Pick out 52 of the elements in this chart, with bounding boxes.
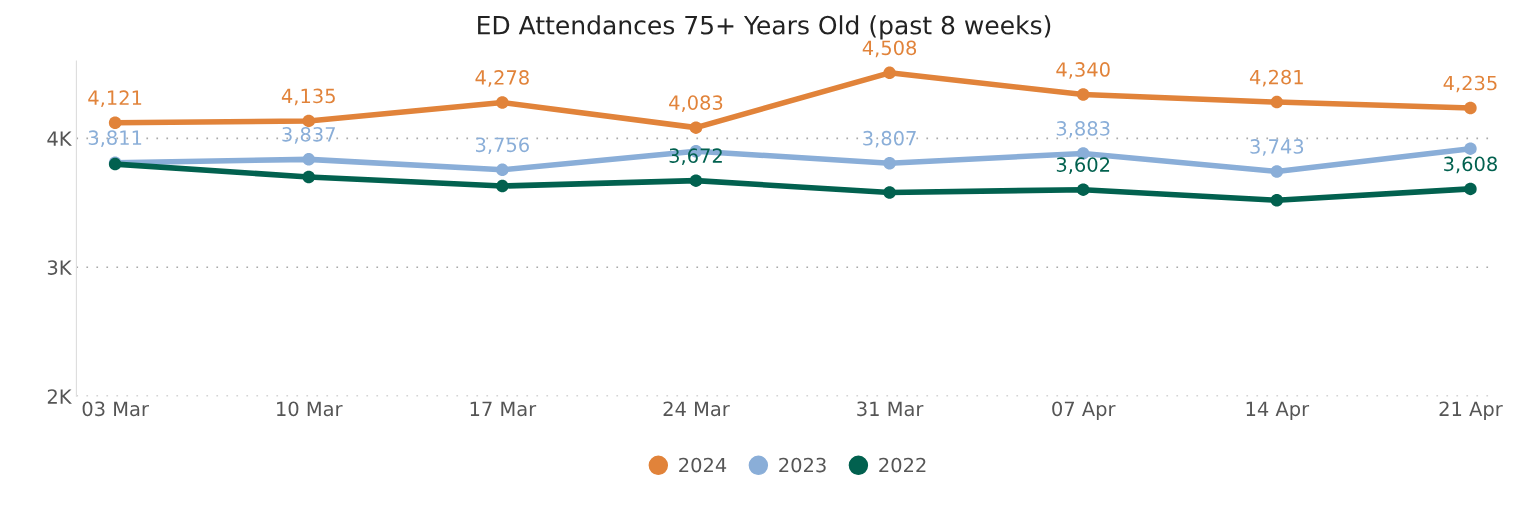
point — [302, 170, 315, 184]
data-label: 3,883 — [1056, 121, 1110, 138]
point — [1270, 165, 1284, 178]
data-label: 4,083 — [669, 95, 723, 112]
point — [496, 179, 509, 193]
data-label: 3,756 — [476, 137, 529, 155]
point — [1464, 101, 1477, 115]
y-tick-label: 2K — [47, 389, 72, 404]
y-tick-label: 3K — [47, 260, 72, 275]
data-label: 3,743 — [1250, 139, 1304, 156]
data-label: 3,807 — [863, 130, 916, 148]
legend-label: 2023 — [779, 457, 826, 473]
data-label: 3,608 — [1444, 156, 1497, 174]
point — [689, 174, 703, 187]
data-label: 4,278 — [475, 70, 529, 87]
data-label: 4,281 — [1249, 69, 1303, 87]
x-tick-label: 17 Mar — [470, 401, 537, 417]
point — [1464, 182, 1477, 196]
chart-title: ED Attendances 75+ Years Old (past 8 weeks) — [478, 15, 1051, 40]
point — [108, 116, 122, 129]
data-label: 4,340 — [1056, 62, 1110, 79]
point — [1076, 88, 1090, 101]
point — [1270, 95, 1284, 109]
legend-label: 2024 — [679, 457, 727, 473]
legend-label: 2022 — [879, 457, 926, 473]
data-label: 3,672 — [669, 148, 722, 165]
x-tick-label: 31 Mar — [857, 401, 924, 417]
data-label: 3,811 — [88, 130, 142, 148]
data-label: 4,508 — [862, 40, 917, 58]
point — [1270, 193, 1284, 207]
x-tick-label: 21 Apr — [1439, 401, 1503, 420]
x-tick-label: 14 Apr — [1246, 401, 1310, 420]
point — [689, 121, 703, 134]
point — [883, 156, 896, 170]
point — [1464, 142, 1477, 155]
point — [883, 186, 896, 199]
point — [496, 96, 509, 109]
data-label: 3,602 — [1056, 157, 1110, 174]
data-label: 4,135 — [281, 88, 335, 106]
y-tick-label: 4K — [47, 131, 72, 146]
point — [883, 66, 896, 80]
point — [302, 153, 315, 166]
data-label: 4,235 — [1443, 75, 1497, 93]
data-label: 3,837 — [282, 126, 335, 144]
point — [496, 163, 509, 177]
x-tick-label: 24 Mar — [663, 401, 730, 417]
x-tick-label: 03 Mar — [82, 401, 149, 417]
data-label: 4,121 — [88, 90, 142, 108]
x-tick-label: 10 Mar — [277, 401, 343, 417]
x-tick-label: 07 Apr — [1052, 401, 1116, 420]
point — [302, 114, 315, 128]
point — [1076, 183, 1090, 196]
